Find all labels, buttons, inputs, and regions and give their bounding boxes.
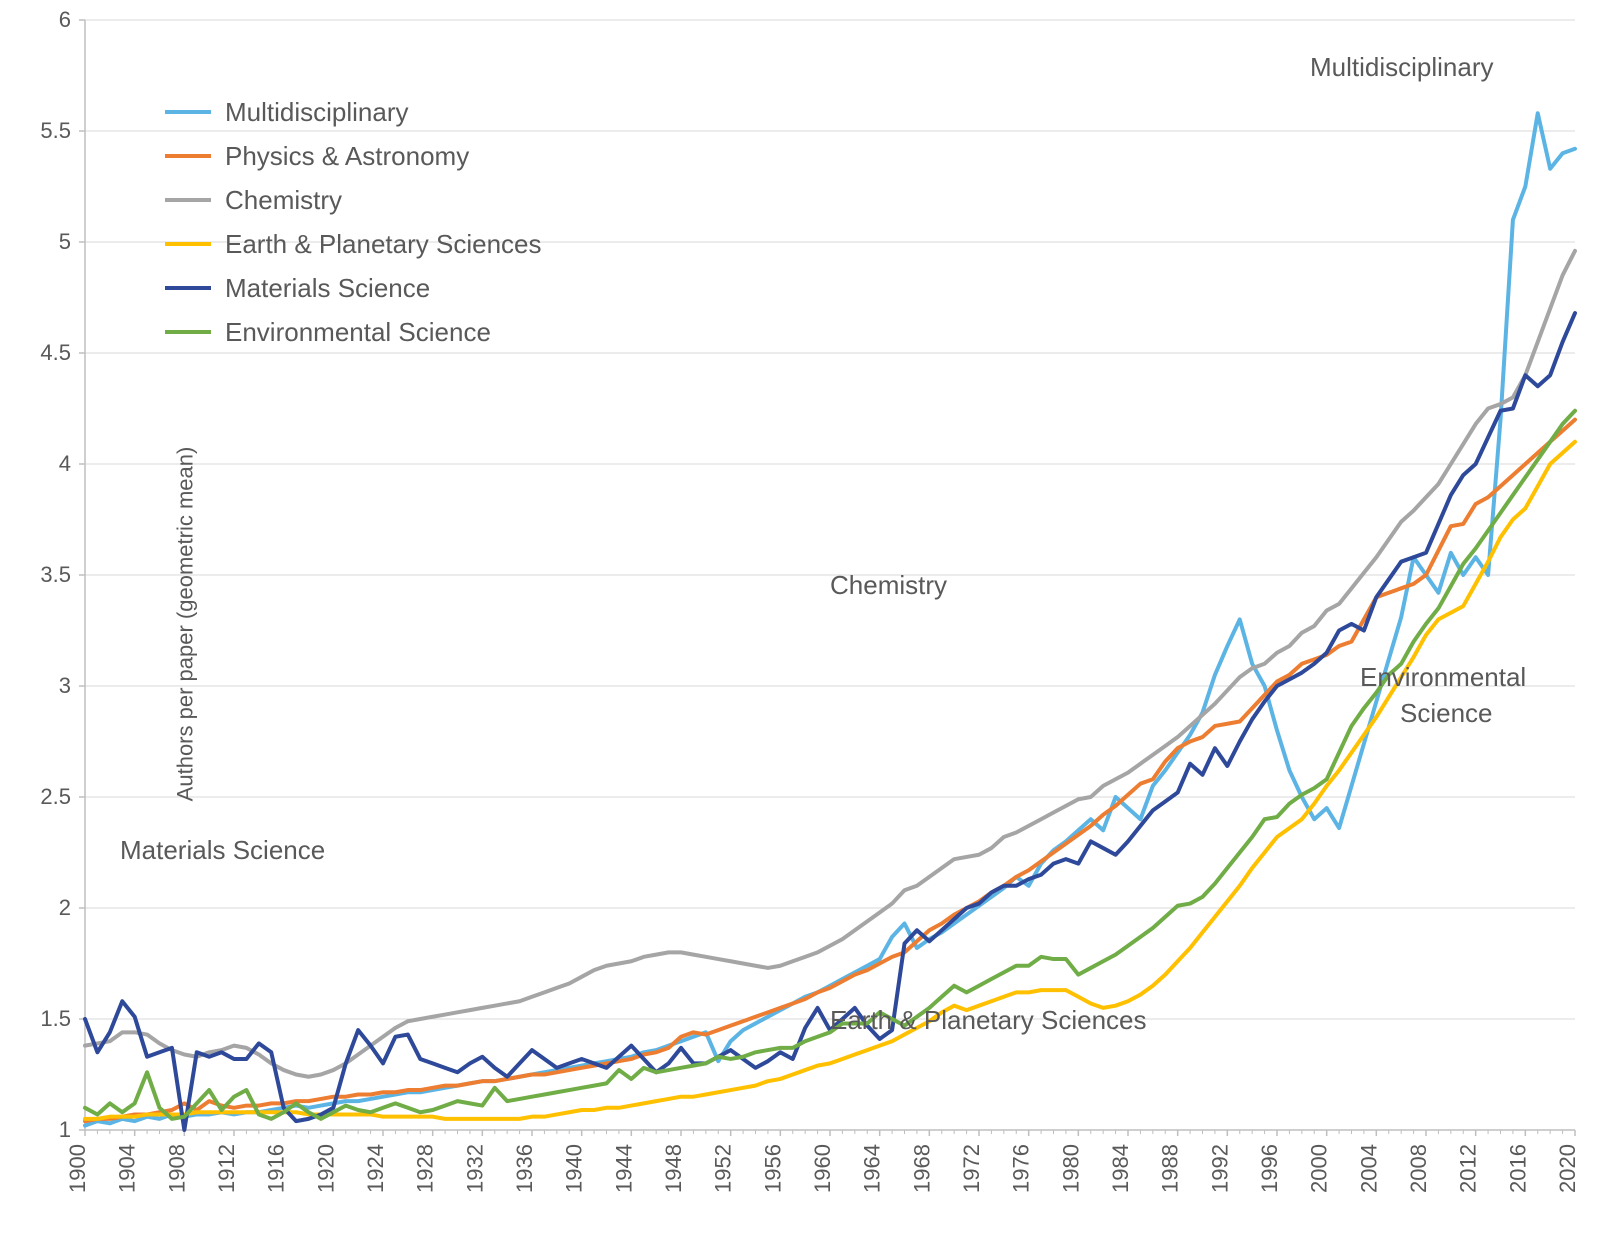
svg-text:2016: 2016 [1505, 1144, 1530, 1193]
svg-text:2.5: 2.5 [40, 784, 71, 809]
svg-text:2008: 2008 [1406, 1144, 1431, 1193]
svg-text:1904: 1904 [115, 1144, 140, 1193]
svg-text:1916: 1916 [264, 1144, 289, 1193]
svg-text:1.5: 1.5 [40, 1006, 71, 1031]
chart-container: Authors per paper (geometric mean) 1 1.5 2… [0, 0, 1603, 1247]
legend-item: Environmental Science [165, 310, 542, 354]
legend-swatch [165, 154, 211, 158]
legend-swatch [165, 110, 211, 114]
chart-annotation: Earth & Planetary Sciences [830, 1005, 1147, 1036]
svg-text:1972: 1972 [959, 1144, 984, 1193]
series-chemistry [85, 251, 1575, 1077]
chart-annotation: Environmental [1360, 662, 1526, 693]
svg-text:5: 5 [59, 229, 71, 254]
legend-label: Multidisciplinary [225, 97, 409, 128]
legend-item: Earth & Planetary Sciences [165, 222, 542, 266]
svg-text:3: 3 [59, 673, 71, 698]
legend-item: Materials Science [165, 266, 542, 310]
svg-text:4.5: 4.5 [40, 340, 71, 365]
svg-text:2000: 2000 [1307, 1144, 1332, 1193]
svg-text:1952: 1952 [711, 1144, 736, 1193]
svg-text:2004: 2004 [1356, 1144, 1381, 1193]
y-axis-title: Authors per paper (geometric mean) [172, 446, 198, 801]
legend-item: Multidisciplinary [165, 90, 542, 134]
svg-text:1996: 1996 [1257, 1144, 1282, 1193]
svg-text:1936: 1936 [512, 1144, 537, 1193]
svg-text:1944: 1944 [611, 1144, 636, 1193]
svg-text:1: 1 [59, 1117, 71, 1142]
svg-text:6: 6 [59, 7, 71, 32]
svg-text:1920: 1920 [313, 1144, 338, 1193]
svg-text:2: 2 [59, 895, 71, 920]
svg-text:1932: 1932 [462, 1144, 487, 1193]
chart-annotation: Multidisciplinary [1310, 52, 1494, 83]
chart-annotation: Materials Science [120, 835, 325, 866]
legend-label: Environmental Science [225, 317, 491, 348]
legend-label: Materials Science [225, 273, 430, 304]
svg-text:1912: 1912 [214, 1144, 239, 1193]
svg-text:1968: 1968 [909, 1144, 934, 1193]
svg-text:1992: 1992 [1207, 1144, 1232, 1193]
svg-text:1900: 1900 [65, 1144, 90, 1193]
svg-text:3.5: 3.5 [40, 562, 71, 587]
chart-annotation: Science [1400, 698, 1493, 729]
svg-text:1964: 1964 [860, 1144, 885, 1193]
svg-text:1976: 1976 [1009, 1144, 1034, 1193]
svg-text:1940: 1940 [562, 1144, 587, 1193]
legend-label: Chemistry [225, 185, 342, 216]
legend-item: Chemistry [165, 178, 542, 222]
svg-text:1956: 1956 [760, 1144, 785, 1193]
svg-text:1924: 1924 [363, 1144, 388, 1193]
legend-item: Physics & Astronomy [165, 134, 542, 178]
legend-swatch [165, 286, 211, 290]
svg-text:1928: 1928 [413, 1144, 438, 1193]
svg-text:5.5: 5.5 [40, 118, 71, 143]
svg-text:2020: 2020 [1555, 1144, 1580, 1193]
svg-text:1980: 1980 [1058, 1144, 1083, 1193]
svg-text:1984: 1984 [1108, 1144, 1133, 1193]
svg-text:1948: 1948 [661, 1144, 686, 1193]
svg-text:1988: 1988 [1158, 1144, 1183, 1193]
svg-text:2012: 2012 [1456, 1144, 1481, 1193]
legend-swatch [165, 198, 211, 202]
svg-text:1908: 1908 [164, 1144, 189, 1193]
legend: Multidisciplinary Physics & Astronomy Chem… [165, 90, 542, 354]
legend-swatch [165, 242, 211, 246]
legend-label: Physics & Astronomy [225, 141, 469, 172]
chart-annotation: Chemistry [830, 570, 947, 601]
legend-label: Earth & Planetary Sciences [225, 229, 542, 260]
svg-text:4: 4 [59, 451, 71, 476]
svg-text:1960: 1960 [810, 1144, 835, 1193]
legend-swatch [165, 330, 211, 334]
